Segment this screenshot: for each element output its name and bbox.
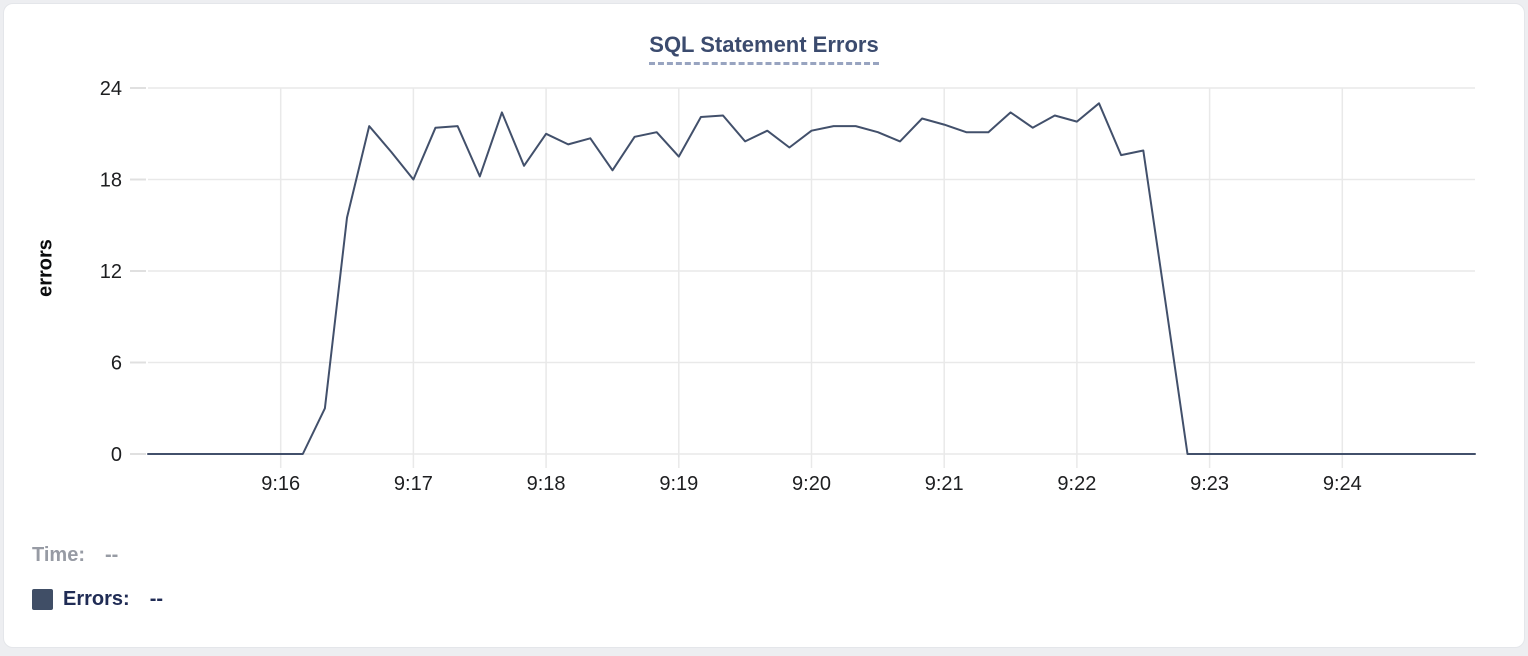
svg-text:9:18: 9:18 (527, 473, 566, 495)
svg-text:9:23: 9:23 (1190, 473, 1229, 495)
svg-text:0: 0 (111, 444, 122, 466)
svg-text:18: 18 (100, 170, 122, 192)
svg-text:9:20: 9:20 (792, 473, 831, 495)
svg-text:9:21: 9:21 (925, 473, 964, 495)
svg-text:24: 24 (100, 78, 122, 100)
legend-time-value: -- (104, 543, 119, 566)
svg-text:9:24: 9:24 (1323, 473, 1362, 495)
legend-errors-label: Errors: (63, 587, 130, 610)
svg-text:9:19: 9:19 (659, 473, 698, 495)
svg-text:6: 6 (111, 353, 122, 375)
errors-line-chart[interactable]: 0 6 12 18 24 9:16 9:17 9:18 9:19 9:20 9:21 9:22 9:23… (4, 4, 1528, 656)
legend-time-row: Time: -- (32, 542, 163, 568)
chart-header: SQL Statement Errors (4, 32, 1524, 65)
legend-errors-value: -- (149, 587, 164, 610)
svg-text:9:17: 9:17 (394, 473, 433, 495)
svg-text:9:16: 9:16 (261, 473, 300, 495)
legend-time-label: Time: (32, 543, 85, 566)
chart-card: SQL Statement Errors 0 6 12 18 24 9:16 9:17 9:1… (3, 3, 1525, 648)
errors-series-swatch (32, 588, 53, 610)
chart-legend: Time: -- Errors: -- (32, 542, 163, 630)
svg-text:9:22: 9:22 (1057, 473, 1096, 495)
svg-text:12: 12 (100, 261, 122, 283)
y-axis-title: errors (34, 239, 57, 297)
legend-errors-row: Errors: -- (32, 586, 163, 612)
chart-title[interactable]: SQL Statement Errors (649, 32, 879, 65)
